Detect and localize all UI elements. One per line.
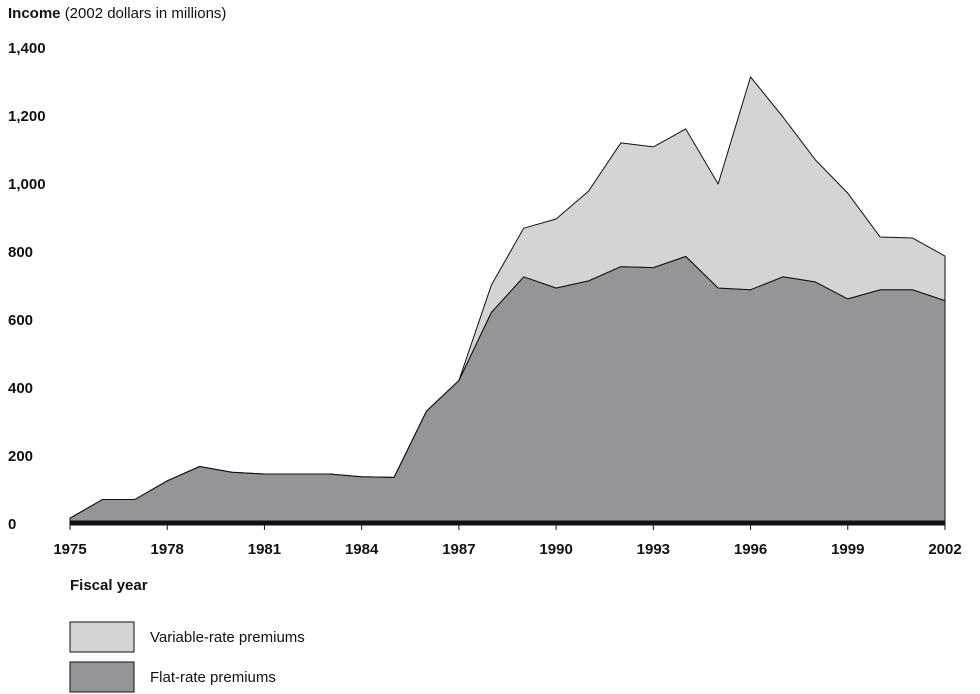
y-tick-label: 1,200 bbox=[8, 108, 46, 125]
x-tick-label: 1996 bbox=[734, 541, 767, 558]
x-tick-label: 1975 bbox=[53, 541, 86, 558]
x-tick-label: 1981 bbox=[248, 541, 281, 558]
x-tick-label: 1990 bbox=[539, 541, 572, 558]
x-tick-label: 1993 bbox=[637, 541, 670, 558]
legend-label: Flat-rate premiums bbox=[150, 669, 276, 686]
x-tick-label: 1984 bbox=[345, 541, 379, 558]
y-axis-label: Income (2002 dollars in millions) bbox=[8, 5, 226, 22]
x-tick-label: 1978 bbox=[151, 541, 184, 558]
x-tick-label: 1999 bbox=[831, 541, 864, 558]
x-tick-label: 2002 bbox=[928, 541, 961, 558]
x-tick-label: 1987 bbox=[442, 541, 475, 558]
y-tick-label: 1,400 bbox=[8, 40, 46, 57]
y-tick-label: 200 bbox=[8, 448, 33, 465]
y-tick-label: 0 bbox=[8, 516, 16, 533]
y-tick-label: 1,000 bbox=[8, 176, 46, 193]
area bbox=[69, 76, 946, 519]
legend-label: Variable-rate premiums bbox=[150, 629, 305, 646]
y-axis-unit: (2002 dollars in millions) bbox=[65, 5, 227, 22]
legend-swatch bbox=[69, 621, 135, 653]
area bbox=[69, 255, 946, 526]
y-tick-label: 800 bbox=[8, 244, 33, 261]
y-tick-label: 400 bbox=[8, 380, 33, 397]
y-tick-label: 600 bbox=[8, 312, 33, 329]
y-axis-title: Income bbox=[8, 5, 61, 22]
x-axis-label: Fiscal year bbox=[70, 577, 148, 594]
legend-swatch bbox=[69, 661, 135, 693]
